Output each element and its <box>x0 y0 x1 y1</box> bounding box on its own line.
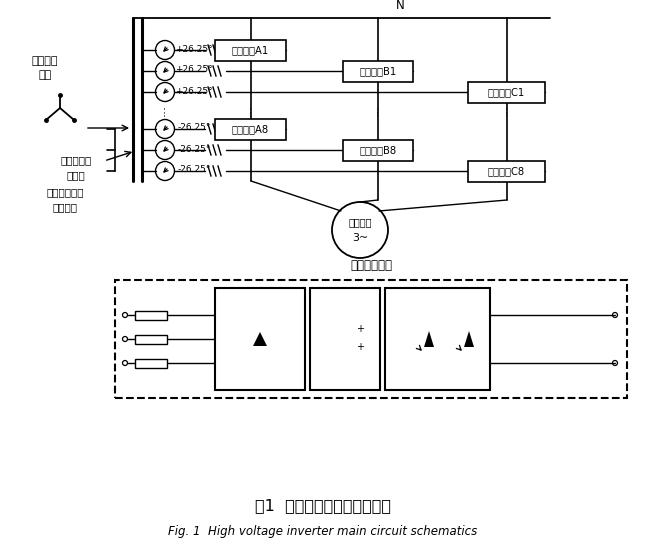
Text: +26.25°: +26.25° <box>175 66 213 75</box>
Text: 功率模块C1: 功率模块C1 <box>488 87 525 97</box>
Text: 图1  高压变频器主电路原理图: 图1 高压变频器主电路原理图 <box>255 499 391 513</box>
Bar <box>343 60 413 82</box>
Bar <box>135 334 167 344</box>
Text: 高压电机: 高压电机 <box>348 217 371 227</box>
Text: 功率模块A1: 功率模块A1 <box>232 45 269 55</box>
Polygon shape <box>424 331 434 347</box>
Text: ···: ··· <box>371 105 384 117</box>
Text: 功率模块C8: 功率模块C8 <box>488 166 525 176</box>
Bar <box>115 280 627 398</box>
Text: 集成一体式
变压器: 集成一体式 变压器 <box>60 156 92 180</box>
Text: ···: ··· <box>244 105 258 117</box>
Text: 3~: 3~ <box>352 233 368 243</box>
Bar <box>215 288 305 390</box>
Text: 功率模块B1: 功率模块B1 <box>359 66 397 76</box>
Text: +26.25°: +26.25° <box>175 87 213 95</box>
Text: +: + <box>356 342 364 352</box>
Text: 三相变压变频
高压输出: 三相变压变频 高压输出 <box>47 187 84 213</box>
Text: 功率模块A8: 功率模块A8 <box>232 124 269 134</box>
Bar <box>215 39 286 60</box>
Text: ···: ··· <box>501 105 514 117</box>
Bar <box>343 140 413 161</box>
Text: -26.25°: -26.25° <box>177 123 211 133</box>
Text: -26.25°: -26.25° <box>177 165 211 174</box>
Polygon shape <box>464 331 474 347</box>
Bar <box>468 161 545 181</box>
Polygon shape <box>253 332 267 346</box>
Text: ···: ··· <box>158 105 171 117</box>
Text: +26.25°: +26.25° <box>175 44 213 54</box>
Text: +: + <box>356 324 364 334</box>
Text: 功率模块B8: 功率模块B8 <box>359 145 397 155</box>
Bar <box>135 311 167 319</box>
Text: -26.25°: -26.25° <box>177 145 211 153</box>
Text: N: N <box>395 0 404 12</box>
Bar <box>135 358 167 368</box>
Text: 三相高压
输入: 三相高压 输入 <box>32 55 58 81</box>
Text: 功率单元结构: 功率单元结构 <box>350 259 392 272</box>
Bar <box>215 118 286 140</box>
Text: Fig. 1  High voltage inverter main circuit schematics: Fig. 1 High voltage inverter main circui… <box>169 526 477 539</box>
Bar <box>310 288 380 390</box>
Bar <box>468 82 545 102</box>
Bar <box>385 288 490 390</box>
